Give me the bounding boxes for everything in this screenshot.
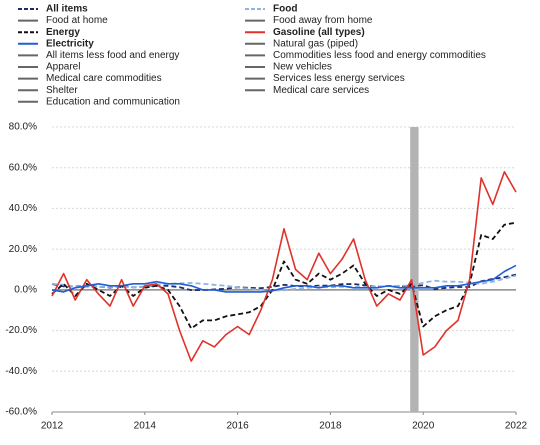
legend-label: Electricity [46,38,94,49]
legend-label: Medical care commodities [46,73,162,84]
legend-label: Apparel [46,62,80,73]
series-line [51,221,517,330]
legend-label: Natural gas (piped) [273,38,358,49]
legend-label: All items less food and energy [46,50,179,61]
legend-label: New vehicles [273,62,332,73]
legend-label: Energy [46,27,80,38]
x-tick-label: 2012 [41,421,64,432]
shaded-band [410,127,419,412]
series-line [51,274,517,292]
legend-label: Commodities less food and energy commodi… [273,50,486,61]
y-tick-label: 80.0% [9,122,37,133]
y-tick-label: 20.0% [9,244,37,255]
series-line [51,171,517,362]
legend-label: All items [46,4,88,15]
x-tick-label: 2020 [412,421,435,432]
series-line [51,264,517,293]
legend-label: Food at home [46,15,108,26]
series-line [51,273,517,291]
legend-label: Gasoline (all types) [273,27,365,38]
y-tick-label: 40.0% [9,203,37,214]
legend-label: Food away from home [273,15,373,26]
legend-label: Medical care services [273,85,369,96]
legend-label: Shelter [46,85,78,96]
x-tick-label: 2016 [226,421,249,432]
legend-label: Education and communication [46,96,180,107]
x-tick-label: 2018 [319,421,342,432]
y-tick-label: -40.0% [5,366,37,377]
y-tick-label: 60.0% [9,162,37,173]
y-tick-label: 0.0% [14,284,37,295]
legend-label: Food [273,4,297,15]
y-tick-label: -20.0% [5,325,37,336]
legend-label: Services less energy services [273,73,405,84]
x-tick-label: 2022 [505,421,528,432]
x-tick-label: 2014 [134,421,157,432]
y-tick-label: -60.0% [5,407,37,418]
